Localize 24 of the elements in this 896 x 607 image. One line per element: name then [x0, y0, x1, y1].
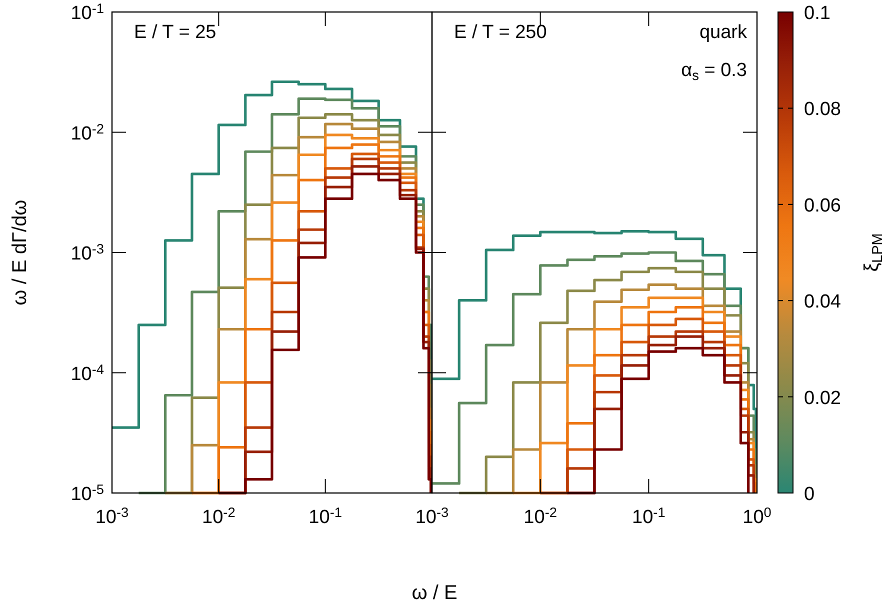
annotation: quark — [699, 22, 748, 43]
y-tick-label: 10$^{-1}$ — [70, 0, 104, 24]
y-tick-label: 10$^{-2}$ — [70, 120, 104, 144]
x-axis-title: ω / E — [412, 582, 458, 604]
y-tick-label: 10$^{-3}$ — [70, 241, 104, 264]
color-bar-label: 0.02 — [804, 388, 841, 409]
x-tick-label: 10$^{-2}$ — [202, 504, 236, 528]
x-tick-label: 10$^{-1}$ — [632, 504, 666, 528]
color-bar-label: 0.06 — [804, 195, 841, 216]
color-bar-label: 0.1 — [804, 3, 830, 24]
y-axis-title: ω / E dΓ/dω — [9, 200, 31, 306]
color-bar-label: 0.08 — [804, 99, 841, 120]
y-tick-label: 10$^{-5}$ — [70, 482, 104, 505]
x-tick-label: 10$^{-2}$ — [524, 504, 557, 528]
x-tick-label: 10$^{-3}$ — [95, 504, 129, 528]
x-tick-label: 10$^{-1}$ — [308, 504, 342, 528]
color-bar-label: 0 — [804, 484, 815, 505]
x-tick-label: 10$^{-3}$ — [415, 504, 449, 528]
annotation: E / T = 250 — [454, 22, 547, 43]
annotation: α$_{s}$ = 0.3 — [681, 60, 747, 82]
annotation: E / T = 25 — [134, 22, 216, 43]
y-tick-label: 10$^{-4}$ — [70, 361, 104, 385]
color-bar-label: 0.04 — [804, 292, 842, 313]
x-tick-label: 10$^{0}$ — [742, 504, 772, 528]
